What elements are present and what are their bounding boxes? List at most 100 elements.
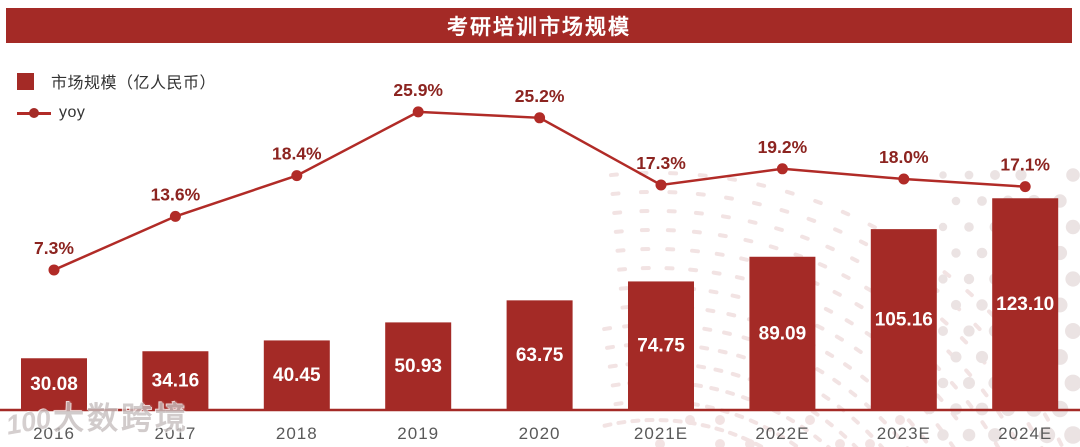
halftone-dash bbox=[664, 266, 675, 271]
halftone-dash bbox=[848, 389, 858, 398]
halftone-dash bbox=[743, 237, 754, 244]
halftone-dash bbox=[841, 273, 851, 280]
yoy-percent-label: 17.1% bbox=[1000, 155, 1050, 175]
halftone-dash bbox=[858, 239, 869, 247]
halftone-dot bbox=[715, 439, 725, 447]
halftone-dash bbox=[610, 382, 621, 388]
halftone-dot bbox=[805, 415, 815, 425]
title-banner: 考研培训市场规模 bbox=[6, 8, 1072, 43]
yoy-percent-label: 13.6% bbox=[151, 184, 201, 204]
legend: 市场规模（亿人民币） yoy bbox=[17, 70, 216, 124]
halftone-dash bbox=[950, 411, 959, 421]
halftone-dash bbox=[935, 393, 944, 402]
halftone-dash bbox=[730, 293, 741, 299]
halftone-dash bbox=[815, 367, 825, 375]
halftone-dash bbox=[717, 349, 728, 355]
halftone-dot bbox=[1064, 374, 1080, 392]
halftone-dash bbox=[1010, 431, 1018, 441]
halftone-dash bbox=[613, 229, 624, 234]
halftone-dot bbox=[950, 351, 962, 363]
halftone-dash bbox=[727, 176, 738, 182]
bar-2016 bbox=[21, 358, 87, 410]
halftone-dash bbox=[608, 172, 619, 178]
halftone-dash bbox=[708, 289, 719, 295]
halftone-dash bbox=[699, 345, 710, 351]
halftone-dash bbox=[815, 323, 825, 331]
yoy-point-2022E bbox=[776, 163, 788, 175]
halftone-dot bbox=[976, 247, 988, 259]
halftone-dash bbox=[602, 422, 613, 428]
halftone-dash bbox=[613, 401, 624, 407]
bar-value-label: 123.10 bbox=[996, 294, 1054, 315]
halftone-dash bbox=[813, 434, 822, 443]
x-axis-label-2021E: 2021E bbox=[634, 424, 688, 443]
halftone-dash bbox=[1056, 437, 1064, 447]
halftone-dash bbox=[774, 226, 784, 232]
halftone-dash bbox=[825, 350, 835, 358]
halftone-dash bbox=[610, 191, 621, 196]
halftone-dash bbox=[762, 425, 772, 432]
halftone-dash bbox=[965, 400, 974, 409]
x-axis-label-2016: 2016 bbox=[33, 424, 75, 443]
halftone-dash bbox=[748, 418, 759, 425]
yoy-point-2021E bbox=[655, 179, 667, 191]
legend-label-market-size: 市场规模（亿人民币） bbox=[51, 75, 217, 92]
halftone-dash bbox=[832, 290, 842, 297]
bar-series: 30.08 34.16 40.45 50.93 63.75 74.75 89.09 105.1… bbox=[21, 198, 1059, 410]
yoy-point-2024E bbox=[1019, 181, 1031, 193]
halftone-dash bbox=[851, 416, 860, 425]
halftone-dash bbox=[813, 198, 823, 206]
halftone-dash bbox=[1026, 422, 1034, 432]
halftone-dash bbox=[620, 305, 631, 310]
halftone-dash bbox=[734, 275, 745, 281]
halftone-dash bbox=[878, 443, 887, 447]
yoy-percent-label: 19.2% bbox=[758, 137, 808, 157]
halftone-dash bbox=[726, 312, 737, 318]
halftone-dot bbox=[951, 248, 961, 258]
halftone-dash bbox=[639, 228, 650, 233]
halftone-dash bbox=[695, 191, 706, 197]
halftone-dash bbox=[704, 404, 715, 410]
yoy-point-2023E bbox=[898, 173, 910, 185]
halftone-dash bbox=[740, 395, 751, 402]
halftone-dash bbox=[639, 209, 650, 214]
halftone-dash bbox=[658, 418, 669, 423]
yoy-percent-label: 17.3% bbox=[636, 153, 686, 173]
halftone-dash bbox=[665, 247, 676, 252]
halftone-dash bbox=[615, 248, 626, 253]
yoy-point-2018 bbox=[291, 170, 303, 182]
halftone-dash bbox=[768, 244, 779, 251]
halftone-dash bbox=[867, 222, 877, 230]
halftone-dot bbox=[685, 415, 695, 425]
halftone-dash bbox=[973, 322, 982, 332]
bar-value-label: 40.45 bbox=[273, 365, 321, 386]
halftone-dot bbox=[939, 171, 947, 179]
halftone-dot bbox=[745, 439, 755, 447]
halftone-dot bbox=[1015, 169, 1027, 181]
halftone-dash bbox=[949, 380, 958, 390]
halftone-dash bbox=[697, 173, 708, 178]
x-axis-label-2020: 2020 bbox=[519, 424, 561, 443]
x-axis-label-2018: 2018 bbox=[276, 424, 318, 443]
halftone-dot bbox=[963, 325, 975, 337]
halftone-dot bbox=[1065, 219, 1080, 235]
halftone-dash bbox=[785, 416, 796, 424]
yoy-percent-label: 25.2% bbox=[515, 86, 565, 106]
halftone-dash bbox=[725, 390, 735, 396]
halftone-dash bbox=[756, 182, 767, 188]
yoy-points: 7.3% 13.6% 18.4% 25.9% 25.2% 17.3% 19.2% 18.0% 1… bbox=[34, 80, 1050, 276]
halftone-dash bbox=[825, 244, 835, 252]
halftone-dot bbox=[715, 415, 725, 425]
x-axis-label-2019: 2019 bbox=[397, 424, 439, 443]
halftone-dot bbox=[963, 377, 975, 389]
halftone-dot bbox=[835, 439, 845, 447]
halftone-dash bbox=[640, 266, 651, 271]
halftone-dash bbox=[821, 393, 831, 401]
halftone-dot bbox=[865, 439, 875, 447]
halftone-dash bbox=[672, 418, 683, 424]
bar-value-label: 34.16 bbox=[152, 371, 200, 392]
halftone-dash bbox=[691, 229, 702, 235]
halftone-dot bbox=[895, 415, 905, 425]
yoy-percent-label: 7.3% bbox=[34, 238, 74, 258]
